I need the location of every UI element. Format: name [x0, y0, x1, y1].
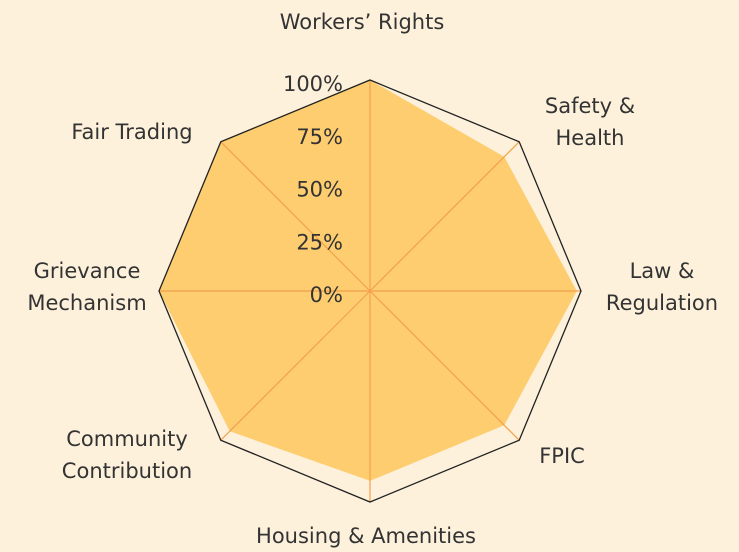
r-tick-label: 100% — [283, 72, 343, 96]
r-tick-label: 50% — [296, 178, 343, 202]
spoke — [369, 290, 520, 441]
r-tick-label: 75% — [296, 125, 343, 149]
category-label: Law & Regulation — [605, 259, 719, 315]
r-tick-label: 25% — [296, 230, 343, 254]
spoke — [220, 141, 371, 292]
category-label: Grievance Mechanism — [27, 259, 147, 315]
radar-area — [159, 80, 577, 481]
category-label: Fair Trading — [71, 120, 193, 144]
r-tick-label: 0% — [310, 283, 343, 307]
category-label: FPIC — [539, 444, 585, 468]
category-label: Housing & Amenities — [256, 524, 476, 548]
category-label: Safety & Health — [544, 94, 636, 150]
category-label: Workers’ Rights — [279, 10, 445, 34]
spoke — [220, 290, 371, 441]
outer-frame — [158, 79, 582, 503]
spoke — [369, 141, 520, 292]
category-label: Community Contribution — [61, 427, 193, 483]
